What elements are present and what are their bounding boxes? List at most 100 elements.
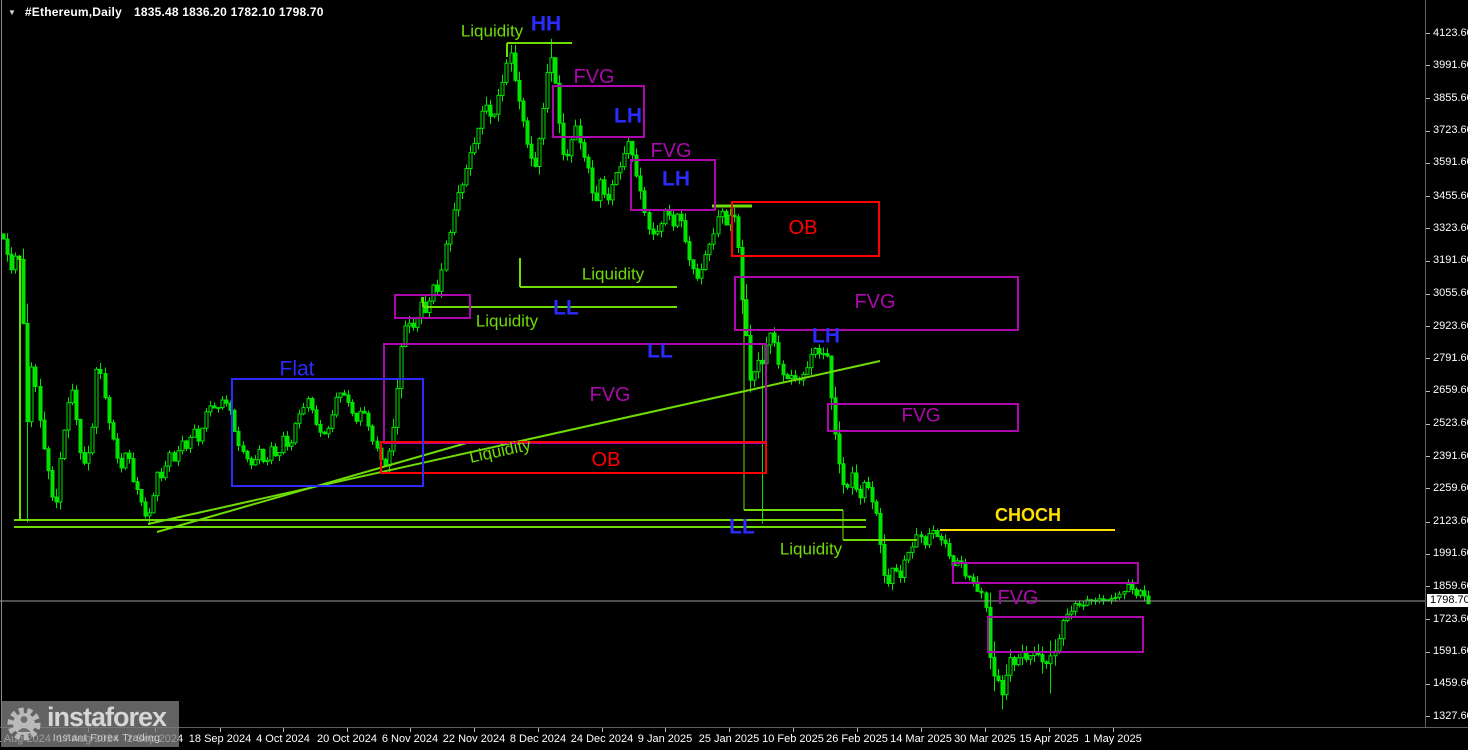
- liquidity-line[interactable]: [156, 441, 471, 533]
- date-tick-mark: [921, 728, 922, 732]
- annotation-label-fvg[interactable]: FVG: [589, 384, 631, 406]
- price-tick-label: 2123.60: [1433, 515, 1468, 527]
- annotation-label-lh[interactable]: LH: [614, 104, 642, 128]
- price-tick-label: 1723.60: [1433, 613, 1468, 625]
- annotation-box-fvg-box-1[interactable]: [552, 85, 645, 138]
- annotation-label-fvg[interactable]: FVG: [997, 587, 1039, 609]
- date-tick-label: 26 Feb 2025: [826, 733, 888, 745]
- annotation-label-flat[interactable]: Flat: [279, 357, 315, 381]
- annotation-box-fvg-box-6[interactable]: [952, 562, 1139, 584]
- price-tick-label: 2659.60: [1433, 384, 1468, 396]
- price-tick-mark: [1426, 326, 1430, 327]
- price-tick-mark: [1426, 294, 1430, 295]
- annotation-box-small-purple-box[interactable]: [394, 294, 471, 319]
- price-tick-mark: [1426, 619, 1430, 620]
- price-tick-mark: [1426, 358, 1430, 359]
- price-tick-label: 3055.60: [1433, 287, 1468, 299]
- annotation-label-liquidity[interactable]: Liquidity: [475, 311, 539, 331]
- annotation-box-flat-range-box[interactable]: [231, 378, 424, 487]
- price-tick-label: 2523.60: [1433, 417, 1468, 429]
- price-tick-label: 1859.60: [1433, 580, 1468, 592]
- annotation-box-ob-box-2[interactable]: [380, 441, 767, 474]
- annotation-label-fvg[interactable]: FVG: [573, 66, 615, 88]
- annotation-box-fvg-box-5[interactable]: [827, 403, 1019, 432]
- annotation-label-ll[interactable]: LL: [647, 339, 673, 363]
- annotation-label-choch[interactable]: CHOCH: [995, 505, 1061, 525]
- price-tick-label: 1459.60: [1433, 677, 1468, 689]
- annotation-label-ll[interactable]: LL: [729, 515, 755, 539]
- date-tick-label: 24 Dec 2024: [570, 733, 634, 745]
- annotation-label-lh[interactable]: LH: [662, 167, 690, 191]
- date-tick-mark: [220, 728, 221, 732]
- price-tick-mark: [1426, 716, 1430, 717]
- annotation-box-ob-box-1[interactable]: [731, 201, 880, 257]
- chart-title-overlay: ▼ #Ethereum,Daily 1835.48 1836.20 1782.1…: [8, 5, 324, 19]
- annotation-label-liquidity[interactable]: Liquidity: [779, 539, 843, 559]
- date-tick-mark: [538, 728, 539, 732]
- price-tick-mark: [1426, 391, 1430, 392]
- price-tick-mark: [1426, 196, 1430, 197]
- price-tick-label: 3991.60: [1433, 59, 1468, 71]
- annotation-label-hh[interactable]: HH: [530, 12, 562, 36]
- annotation-label-lh[interactable]: LH: [812, 324, 840, 348]
- current-price-tag: 1798.70: [1427, 594, 1468, 607]
- date-tick-label: 1 May 2025: [1084, 733, 1142, 745]
- price-tick-label: 3455.60: [1433, 190, 1468, 202]
- price-tick-label: 3591.60: [1433, 156, 1468, 168]
- price-tick-label: 2923.60: [1433, 320, 1468, 332]
- price-tick-mark: [1426, 98, 1430, 99]
- date-tick-label: 20 Oct 2024: [317, 733, 377, 745]
- price-tick-mark: [1426, 228, 1430, 229]
- price-tick-label: 2259.60: [1433, 482, 1468, 494]
- price-tick-mark: [1426, 554, 1430, 555]
- price-axis[interactable]: 4123.60 3991.60 3855.60 3723.60 3591.60 3455.…: [1425, 0, 1468, 727]
- annotation-label-fvg[interactable]: FVG: [854, 291, 896, 313]
- annotation-label-fvg[interactable]: FVG: [650, 140, 692, 162]
- annotation-box-fvg-box-3[interactable]: [734, 276, 1019, 331]
- price-tick-mark: [1426, 261, 1430, 262]
- date-tick-label: 22 Nov 2024: [442, 733, 506, 745]
- chart-ohlc-values: 1835.48 1836.20 1782.10 1798.70: [133, 5, 324, 19]
- logo-gear-icon: [7, 707, 41, 741]
- price-tick-label: 1591.60: [1433, 645, 1468, 657]
- price-tick-mark: [1426, 684, 1430, 685]
- annotation-label-liquidity[interactable]: Liquidity: [460, 21, 524, 41]
- price-tick-label: 3323.60: [1433, 222, 1468, 234]
- date-tick-mark: [410, 728, 411, 732]
- date-tick-label: 4 Oct 2024: [256, 733, 310, 745]
- date-tick-mark: [793, 728, 794, 732]
- chart-plot[interactable]: Liquidity HH FVG LH FVG LH OB Liquidity FVG LL Liq…: [0, 0, 1425, 727]
- chart-symbol-title: #Ethereum,Daily: [24, 5, 122, 19]
- window-left-border: [1, 0, 2, 727]
- annotation-label-ob[interactable]: OB: [788, 217, 818, 239]
- price-tick-mark: [1426, 131, 1430, 132]
- price-tick-mark: [1426, 65, 1430, 66]
- annotation-box-fvg-box-7[interactable]: [987, 616, 1144, 653]
- date-tick-mark: [283, 728, 284, 732]
- price-tick-label: 3723.60: [1433, 124, 1468, 136]
- price-tick-label: 3191.60: [1433, 254, 1468, 266]
- date-tick-mark: [1113, 728, 1114, 732]
- logo-brand: instaforex: [47, 702, 167, 732]
- price-tick-mark: [1426, 424, 1430, 425]
- date-tick-label: 10 Feb 2025: [762, 733, 824, 745]
- date-tick-mark: [665, 728, 666, 732]
- price-tick-label: 3855.60: [1433, 92, 1468, 104]
- date-tick-label: 25 Jan 2025: [698, 733, 760, 745]
- annotation-box-fvg-box-4[interactable]: [383, 343, 767, 444]
- annotation-label-ll[interactable]: LL: [553, 296, 579, 320]
- annotation-label-liquidity[interactable]: Liquidity: [581, 264, 645, 284]
- symbol-dropdown-icon[interactable]: ▼: [8, 7, 16, 17]
- instaforex-logo: instaforex Instant Forex Trading: [1, 701, 179, 747]
- price-tick-mark: [1426, 33, 1430, 34]
- price-tick-label: 4123.60: [1433, 27, 1468, 39]
- annotation-box-fvg-box-2[interactable]: [630, 159, 716, 211]
- date-tick-label: 8 Dec 2024: [509, 733, 567, 745]
- price-tick-label: 1327.60: [1433, 710, 1468, 722]
- price-tick-label: 2391.60: [1433, 450, 1468, 462]
- annotation-label-ob[interactable]: OB: [591, 449, 621, 471]
- date-tick-label: 30 Mar 2025: [954, 733, 1016, 745]
- annotation-label-fvg[interactable]: FVG: [901, 405, 941, 427]
